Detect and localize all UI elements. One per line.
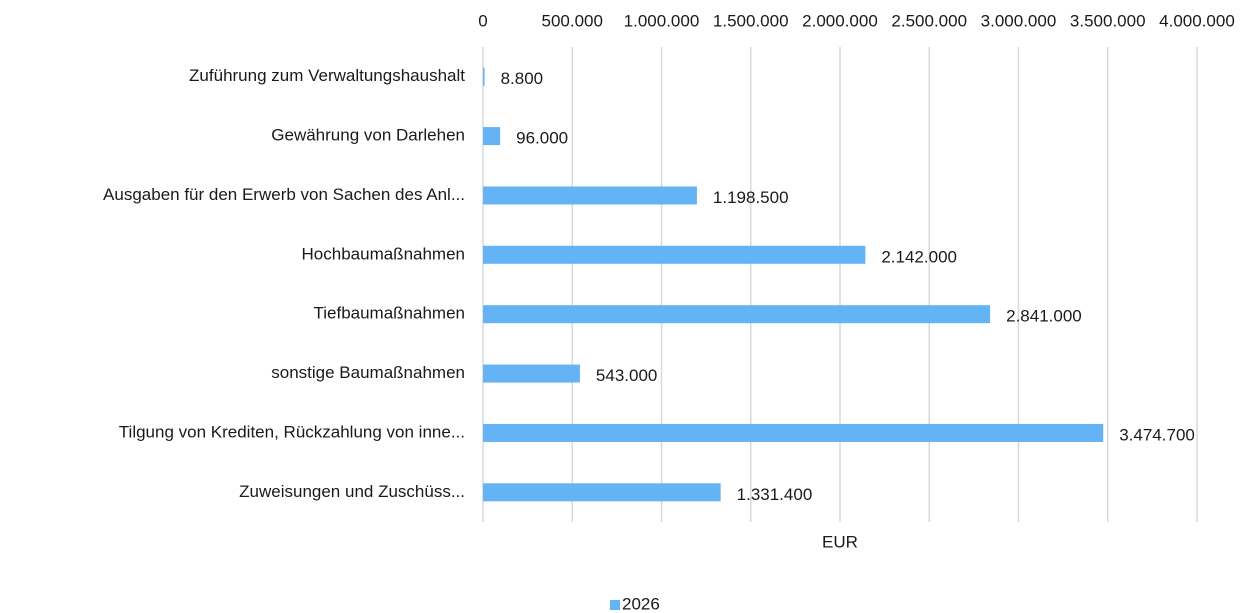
x-tick-label: 4.000.000 [1159, 11, 1235, 30]
bar [483, 67, 485, 86]
x-tick-label: 3.500.000 [1070, 11, 1146, 30]
bar [483, 483, 721, 502]
x-tick-label: 500.000 [542, 11, 603, 30]
y-tick-label: Hochbaumaßnahmen [302, 244, 465, 263]
bar [483, 364, 580, 383]
x-tick-label: 3.000.000 [981, 11, 1057, 30]
x-tick-label: 2.000.000 [802, 11, 878, 30]
data-label: 2.841.000 [1006, 307, 1082, 326]
x-tick-label: 2.500.000 [891, 11, 967, 30]
x-axis-title: EUR [822, 532, 858, 551]
y-tick-label: Zuweisungen und Zuschüss... [239, 482, 465, 501]
bar [483, 186, 697, 205]
x-tick-label: 0 [478, 11, 487, 30]
bar [483, 245, 866, 264]
x-tick-label: 1.000.000 [624, 11, 700, 30]
legend-swatch [610, 600, 620, 610]
y-tick-label: Zuführung zum Verwaltungshaushalt [189, 66, 465, 85]
data-label: 1.198.500 [713, 188, 789, 207]
data-label: 1.331.400 [737, 485, 813, 504]
data-label: 96.000 [516, 129, 568, 148]
x-tick-label: 1.500.000 [713, 11, 789, 30]
data-label: 8.800 [501, 69, 544, 88]
legend-label: 2026 [622, 594, 660, 613]
y-tick-label: Ausgaben für den Erwerb von Sachen des A… [103, 185, 465, 204]
y-tick-label: sonstige Baumaßnahmen [271, 363, 465, 382]
data-label: 543.000 [596, 366, 657, 385]
y-tick-label: Tiefbaumaßnahmen [313, 304, 465, 323]
bar [483, 127, 501, 146]
data-label: 3.474.700 [1119, 425, 1195, 444]
bar [483, 305, 991, 324]
y-tick-label: Tilgung von Krediten, Rückzahlung von in… [119, 422, 465, 441]
y-tick-label: Gewährung von Darlehen [271, 126, 465, 145]
data-label: 2.142.000 [881, 247, 957, 266]
bar [483, 423, 1104, 442]
